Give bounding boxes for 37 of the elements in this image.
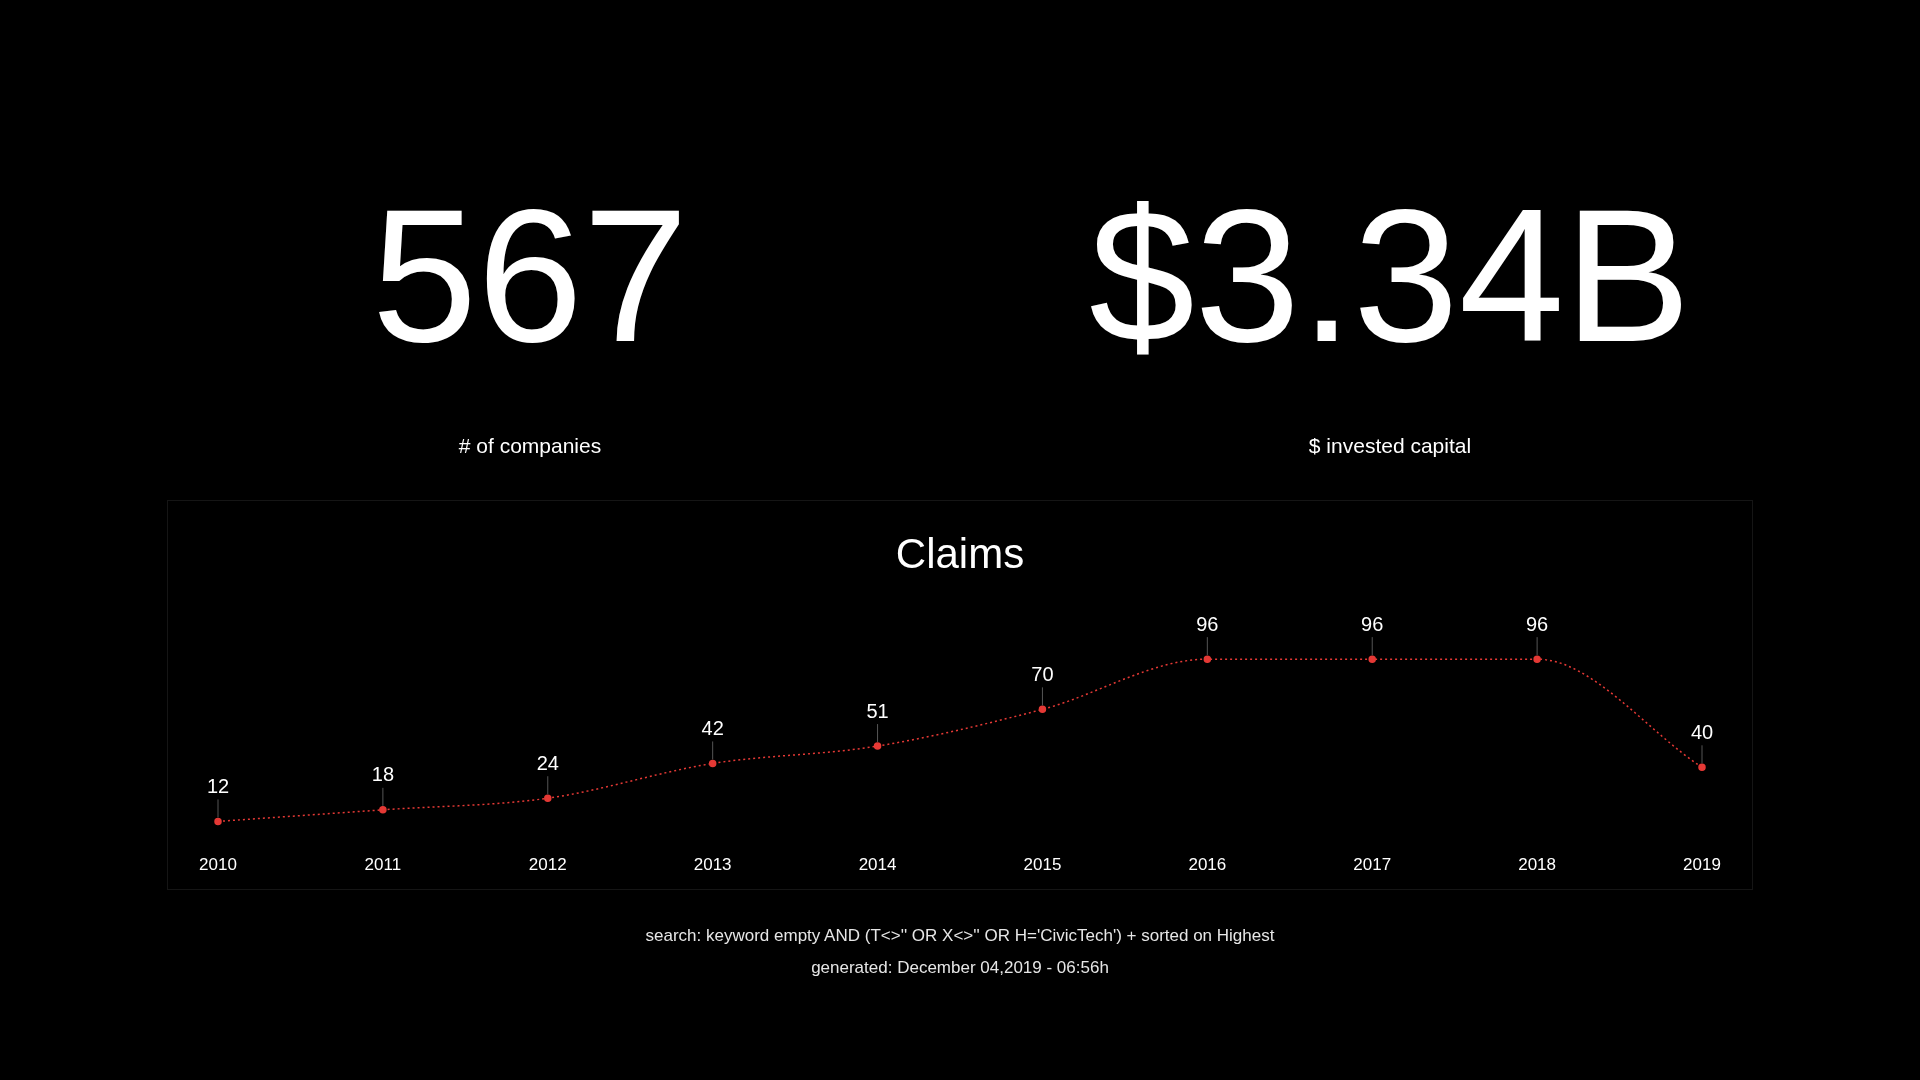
x-tick-label: 2014 <box>858 855 897 875</box>
text: 567 <box>371 168 689 383</box>
data-label: 18 <box>371 763 395 786</box>
text: $ invested capital <box>1308 434 1472 458</box>
text: $3.34B <box>1088 168 1692 383</box>
x-tick-label: 2018 <box>1518 855 1557 875</box>
data-label: 51 <box>866 699 889 722</box>
data-label: 42 <box>701 716 724 739</box>
x-tick-label: 2016 <box>1188 855 1227 875</box>
data-label: 70 <box>1031 662 1054 685</box>
text: # of companies <box>458 434 602 458</box>
point <box>214 817 222 826</box>
point <box>1533 655 1541 663</box>
x-tick-label: 2017 <box>1353 855 1392 875</box>
x-tick-label: 2011 <box>364 855 402 875</box>
data-label: 12 <box>206 774 230 797</box>
point <box>1368 655 1376 663</box>
x-tick-label: 2015 <box>1023 855 1062 875</box>
point <box>1203 655 1212 663</box>
point <box>708 759 717 768</box>
data-label: 96 <box>1361 612 1384 635</box>
point <box>1038 705 1047 714</box>
data-label: 40 <box>1690 720 1714 743</box>
point <box>1698 763 1706 772</box>
data-label: 96 <box>1525 612 1549 635</box>
x-tick-label: 2019 <box>1683 855 1721 875</box>
x-tick-label: 2013 <box>693 855 732 875</box>
point <box>544 794 552 802</box>
chart-title: Claims <box>895 529 1025 577</box>
text: search: keyword empty AND (T<>'' OR X<>'' OR H='CivicTech') + sorted on Highest <box>644 925 1276 947</box>
x-tick-label: 2012 <box>528 855 567 875</box>
point <box>379 806 387 814</box>
x-tick-label: 2010 <box>199 855 237 875</box>
text: generated: December 04,2019 - 06:56h <box>810 957 1110 979</box>
point <box>873 742 882 750</box>
data-label: 96 <box>1196 612 1219 635</box>
data-label: 24 <box>536 751 559 774</box>
